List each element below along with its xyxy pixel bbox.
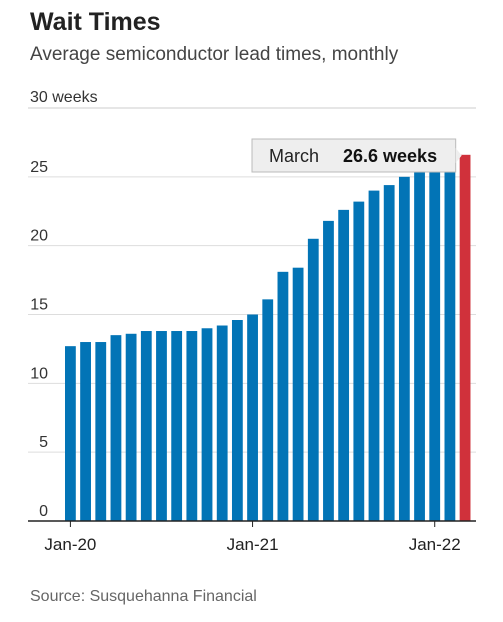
bar xyxy=(383,185,395,522)
bar-chart: 30 weeks 0 5 10 15 20 25 Jan-20 Jan-21 Jan-22 Marc… xyxy=(28,89,476,554)
bar xyxy=(65,346,76,521)
bar xyxy=(323,220,334,522)
bar xyxy=(353,201,365,521)
annotation-pointer xyxy=(455,148,462,163)
x-tick-label: Jan-20 xyxy=(44,535,96,554)
bar xyxy=(277,271,289,521)
bar xyxy=(80,342,91,521)
bar xyxy=(171,331,183,521)
bar-highlight xyxy=(459,154,471,521)
annotation-value: 26.6 weeks xyxy=(343,146,437,166)
annotation-label: March xyxy=(269,146,319,166)
bar xyxy=(414,168,425,521)
bar xyxy=(140,331,152,521)
chart-title: Wait Times xyxy=(30,8,161,36)
bar xyxy=(216,325,228,521)
bar xyxy=(307,238,319,522)
bar xyxy=(201,328,213,521)
bar xyxy=(398,176,410,522)
bar xyxy=(231,320,243,521)
bar xyxy=(444,168,456,521)
y-unit-label: 30 weeks xyxy=(30,89,98,106)
y-tick-label: 5 xyxy=(39,434,48,451)
chart-source: Source: Susquehanna Financial xyxy=(30,588,257,605)
bar xyxy=(262,299,274,521)
bar xyxy=(368,190,380,521)
y-tick-label: 15 xyxy=(30,297,48,314)
bar xyxy=(292,267,304,521)
bar xyxy=(110,335,122,521)
y-tick-label: 25 xyxy=(30,159,48,176)
y-tick-label: 10 xyxy=(30,365,48,382)
bar xyxy=(125,333,137,521)
bar xyxy=(186,331,198,521)
bar xyxy=(429,168,441,521)
bar xyxy=(247,314,258,521)
bar xyxy=(95,342,107,521)
y-tick-label: 0 xyxy=(39,503,48,520)
x-tick-label: Jan-21 xyxy=(227,535,279,554)
y-tick-label: 20 xyxy=(30,228,48,245)
chart-subtitle: Average semiconductor lead times, monthl… xyxy=(30,44,399,65)
bar xyxy=(156,331,167,521)
x-tick-label: Jan-22 xyxy=(409,535,461,554)
bar xyxy=(338,209,350,521)
